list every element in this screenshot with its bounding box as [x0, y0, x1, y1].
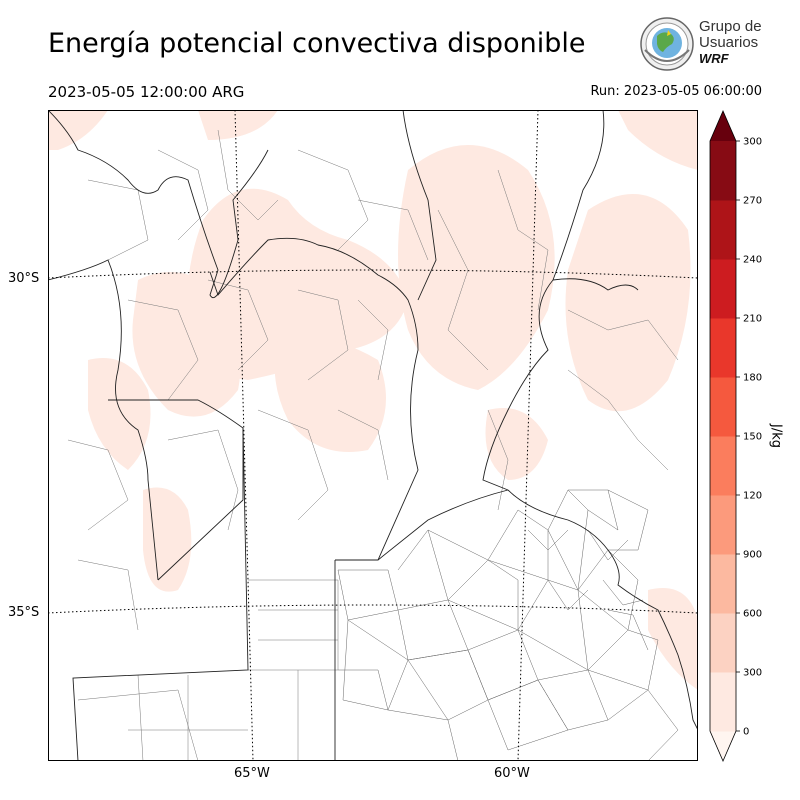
colorbar-bin	[710, 613, 736, 673]
colorbar-tick-label: 1200	[743, 491, 762, 502]
colorbar-tick-label: 600	[743, 609, 762, 620]
lat-label-30s: 30°S	[8, 271, 40, 286]
run-time: Run: 2023-05-05 06:00:00	[590, 84, 762, 99]
colorbar-tick-label: 2700	[743, 196, 762, 207]
cape-map	[48, 110, 698, 761]
globe-icon	[640, 17, 694, 71]
logo-line-3: WRF	[699, 51, 729, 66]
colorbar-bin	[710, 200, 736, 260]
logo-text: Grupo de Usuarios WRF	[699, 19, 762, 67]
logo-line-1: Grupo de	[699, 18, 762, 35]
department-boundaries	[67, 129, 679, 761]
map-title: Energía potencial convectiva disponible	[48, 28, 586, 59]
colorbar-bin	[710, 495, 736, 555]
colorbar-extend-low	[710, 731, 736, 761]
map-frame	[48, 110, 698, 761]
colorbar-bin	[710, 436, 736, 496]
colorbar-bin	[710, 554, 736, 614]
coastline	[607, 549, 698, 731]
colorbar-tick-label: 3000	[743, 137, 762, 148]
colorbar-bin	[710, 377, 736, 437]
colorbar-bin	[710, 672, 736, 732]
lon-label-60w: 60°W	[494, 766, 530, 781]
colorbar-extend-high	[710, 111, 736, 141]
colorbar-bin	[710, 259, 736, 319]
colorbar-bin	[710, 318, 736, 378]
cape-shading	[48, 110, 698, 690]
logo-line-2: Usuarios	[699, 34, 759, 51]
lat-label-35s: 35°S	[8, 605, 40, 620]
colorbar-tick-label: 0	[743, 727, 749, 738]
valid-time: 2023-05-05 12:00:00 ARG	[48, 83, 245, 101]
colorbar-tick-label: 1800	[743, 373, 762, 384]
colorbar-unit-label: J/kg	[768, 424, 784, 448]
colorbar-tick-label: 900	[743, 550, 762, 561]
colorbar-tick-label: 1500	[743, 432, 762, 443]
colorbar-tick-label: 300	[743, 668, 762, 679]
buenos-aires-partidos	[337, 489, 679, 761]
colorbar-bin	[710, 141, 736, 201]
colorbar-tick-label: 2100	[743, 314, 762, 325]
wrf-group-logo: Grupo de Usuarios WRF	[638, 16, 763, 72]
colorbar: 0 300 600 900 1200 1500 1800 2100 2400 2700 3000	[709, 109, 762, 763]
colorbar-tick-label: 2400	[743, 255, 762, 266]
graticule	[48, 110, 698, 761]
province-boundaries	[48, 110, 639, 761]
lon-label-65w: 65°W	[234, 766, 270, 781]
